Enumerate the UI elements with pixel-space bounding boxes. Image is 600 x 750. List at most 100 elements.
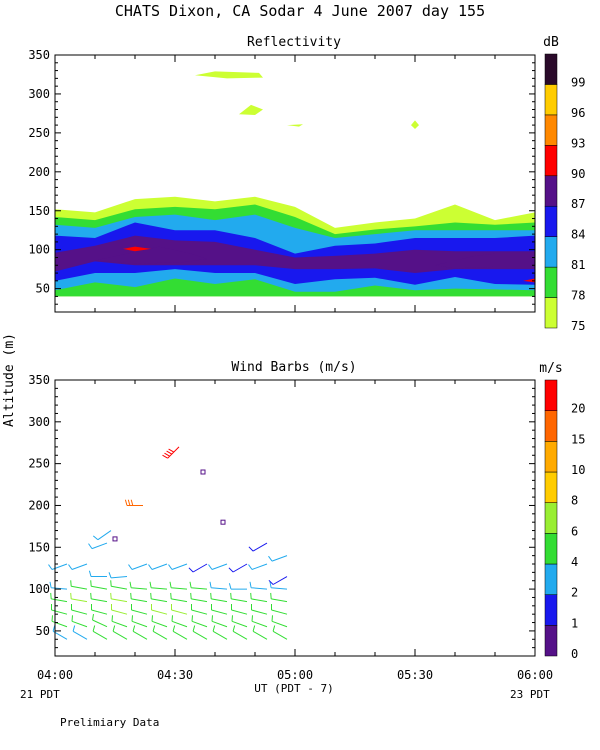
wind-barb <box>171 615 188 628</box>
wind-barb <box>171 604 188 615</box>
wind-colorbar-swatch <box>544 410 558 442</box>
reflectivity-colorbar-swatch <box>544 84 558 116</box>
reflectivity-ytick-label: 250 <box>28 126 50 140</box>
footer-note: Prelimiary Data <box>60 716 159 729</box>
reflectivity-colorbar-label: 87 <box>571 197 585 211</box>
wind-barb <box>252 625 268 640</box>
wind-barb <box>210 592 228 603</box>
reflectivity-ytick-label: 100 <box>28 243 50 257</box>
wind-barb <box>71 615 88 628</box>
wind-colorbar-swatch <box>544 471 558 503</box>
wind-barb <box>172 625 188 640</box>
wind-barb-isolated <box>124 499 144 506</box>
reflectivity-colorbar-swatch <box>544 236 558 268</box>
reflectivity-colorbar-label: 78 <box>571 289 585 303</box>
wind-barb <box>191 615 208 628</box>
reflectivity-ytick-label: 150 <box>28 204 50 218</box>
wind-barb <box>169 581 188 590</box>
wind-barb <box>51 615 68 628</box>
wind-barb <box>131 615 148 628</box>
wind-colorbar-label: 0 <box>571 647 578 661</box>
wind-colorbar-label: 15 <box>571 432 585 446</box>
wind-barb <box>269 581 288 590</box>
wind-colorbar-label: 6 <box>571 524 578 538</box>
wind-colorbar: 0 1 2 4 6 8 10 15 20 <box>544 379 585 661</box>
wind-barb <box>92 625 108 640</box>
contour-core-87 <box>95 246 207 264</box>
wind-barb <box>111 604 128 615</box>
wind-barb <box>149 581 168 590</box>
reflectivity-ytick-label: 350 <box>28 48 50 62</box>
wind-colorbar-swatch <box>544 533 558 565</box>
wind-colorbar-swatch <box>544 502 558 534</box>
chart-title: CHATS Dixon, CA Sodar 4 June 2007 day 15… <box>115 2 485 20</box>
xtick-label: 05:30 <box>397 668 433 682</box>
wind-barb <box>150 592 168 603</box>
wind-barb <box>68 563 88 570</box>
wind-barbs-title: Wind Barbs (m/s) <box>231 360 356 375</box>
reflectivity-colorbar-swatch <box>544 205 558 237</box>
wind-barb <box>128 563 148 570</box>
wind-barb <box>189 581 208 590</box>
wind-barb-isolated <box>112 536 118 542</box>
wind-barb <box>110 592 128 603</box>
wind-barb <box>90 580 108 590</box>
reflectivity-colorbar-swatch <box>544 114 558 146</box>
reflectivity-colorbar-label: 90 <box>571 167 585 181</box>
wind-barb <box>48 563 68 570</box>
cloud-patch <box>287 124 303 127</box>
wind-barb <box>248 542 268 552</box>
reflectivity-colorbar: 75 78 81 84 87 90 93 96 99 <box>544 53 585 333</box>
wind-barb <box>168 563 188 570</box>
wind-barb <box>88 542 108 550</box>
wind-colorbar-label: 20 <box>571 402 585 416</box>
wind-barb <box>268 555 288 562</box>
reflectivity-colorbar-label: 84 <box>571 228 585 242</box>
wind-barb <box>112 625 128 640</box>
reflectivity-colorbar-swatch <box>544 53 558 85</box>
wind-barb <box>148 563 168 570</box>
wind-colorbar-swatch <box>544 379 558 411</box>
wind-barb <box>130 592 148 603</box>
wind-barb <box>268 576 288 585</box>
wind-axes: 50 100 150 200 250 300 350 04:00 04:30 05:00 05:30… <box>28 373 553 682</box>
wind-barb <box>249 581 268 590</box>
xtick-label: 04:00 <box>37 668 73 682</box>
wind-ytick-label: 100 <box>28 582 50 596</box>
wind-barb <box>209 581 228 590</box>
reflectivity-axes: 50 100 150 200 250 300 350 <box>28 48 536 313</box>
wind-barb <box>250 592 268 603</box>
x-axis-label: UT (PDT - 7) <box>254 682 333 695</box>
wind-barb <box>228 563 248 573</box>
wind-barb <box>211 604 228 615</box>
wind-barb <box>131 604 148 615</box>
wind-barb <box>251 604 268 615</box>
wind-colorbar-swatch <box>544 594 558 626</box>
wind-colorbar-label: 10 <box>571 463 585 477</box>
wind-barb <box>151 615 168 628</box>
wind-barb <box>271 615 288 628</box>
cloud-patch <box>411 120 419 129</box>
wind-barb <box>132 625 148 640</box>
wind-barb <box>271 604 288 615</box>
wind-barb <box>191 604 208 615</box>
wind-barb <box>228 583 248 590</box>
wind-ytick-label: 200 <box>28 498 50 512</box>
wind-colorbar-swatch <box>544 441 558 473</box>
xtick-label: 06:00 <box>517 668 553 682</box>
wind-barb <box>212 625 228 640</box>
wind-ytick-label: 350 <box>28 373 50 387</box>
reflectivity-ytick-label: 50 <box>36 282 50 296</box>
wind-barb <box>111 615 128 628</box>
wind-barb <box>92 614 108 628</box>
contour-core-87 <box>435 253 495 269</box>
reflectivity-colorbar-label: 81 <box>571 258 585 272</box>
wind-barb <box>231 615 248 628</box>
cloud-patch <box>239 104 263 115</box>
wind-barb <box>50 592 68 603</box>
reflectivity-colorbar-label: 93 <box>571 136 585 150</box>
reflectivity-colorbar-label: 96 <box>571 106 585 120</box>
wind-ytick-label: 250 <box>28 457 50 471</box>
reflectivity-colorbar-swatch <box>544 175 558 207</box>
